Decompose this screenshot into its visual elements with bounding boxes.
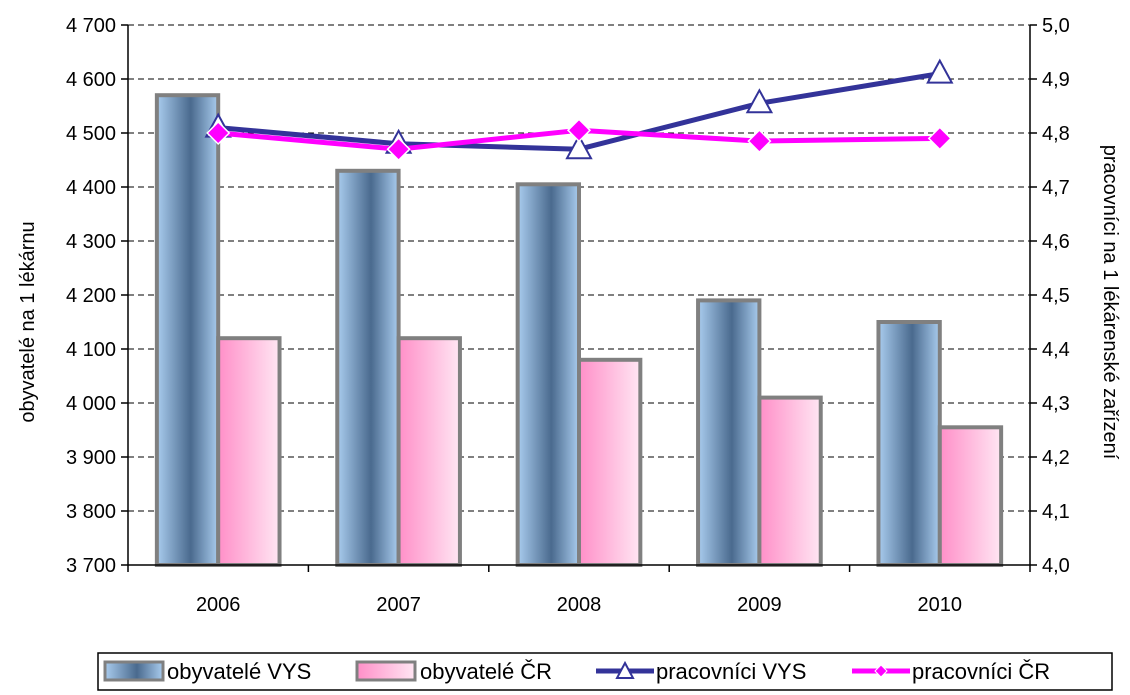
marker-diamond-pracovnici-cr <box>747 129 772 154</box>
y-tick-label: 3 900 <box>66 447 116 469</box>
y-tick-label: 4 400 <box>66 177 116 199</box>
y2-tick-label: 4,7 <box>1042 177 1070 199</box>
marker-diamond-pracovnici-cr <box>927 126 952 151</box>
y-tick-label: 4 100 <box>66 339 116 361</box>
legend-label-obyvatele-cr: obyvatelé ČR <box>420 659 552 684</box>
bar-obyvatele-cr <box>396 336 462 568</box>
bar-obyvatele-vys <box>515 182 581 568</box>
bar-obyvatele-cr <box>937 425 1004 567</box>
bar-obyvatele-vys <box>335 168 401 568</box>
marker-triangle-pracovnici-vys <box>745 88 774 114</box>
y-tick-label: 4 700 <box>66 15 116 37</box>
bar-obyvatele-vys <box>696 298 762 567</box>
y-tick-label: 4 600 <box>66 69 116 91</box>
axes <box>121 24 1037 572</box>
left-axis-ticks: 3 700 3 800 3 900 4 000 4 100 4 200 4 300 4 400… <box>66 15 116 577</box>
y-tick-label: 3 700 <box>66 555 116 577</box>
marker-triangle-pracovnici-vys <box>926 58 954 84</box>
x-tick-label: 2006 <box>196 594 241 616</box>
marker-diamond-pracovnici-cr <box>386 137 411 162</box>
bars <box>154 93 1004 568</box>
x-axis-ticks: 2006 2007 2008 2009 2010 <box>196 594 962 616</box>
right-axis-ticks: 4,0 4,1 4,2 4,3 4,4 4,5 4,6 4,7 4,8 4,9 5,0 <box>1042 15 1070 577</box>
y2-tick-label: 5,0 <box>1042 15 1070 37</box>
y2-tick-label: 4,6 <box>1042 231 1070 253</box>
bar-obyvatele-vys <box>154 93 221 567</box>
legend: obyvatelé VYS obyvatelé ČR pracovníci VY… <box>97 652 1113 691</box>
series-lines <box>204 58 954 162</box>
y2-tick-label: 4,2 <box>1042 447 1070 469</box>
legend-marker-triangle-icon <box>615 660 635 679</box>
x-tick-label: 2007 <box>376 594 421 616</box>
bar-obyvatele-vys <box>876 320 942 567</box>
y2-tick-label: 4,5 <box>1042 285 1070 307</box>
y2-tick-label: 4,4 <box>1042 339 1070 361</box>
y-tick-label: 3 800 <box>66 501 116 523</box>
marker-diamond-pracovnici-cr <box>206 120 231 146</box>
marker-diamond-pracovnici-cr <box>566 118 592 143</box>
legend-label-pracovnici-cr: pracovníci ČR <box>912 659 1050 684</box>
x-tick-label: 2009 <box>737 594 782 616</box>
legend-marker-diamond-icon <box>874 664 888 678</box>
bar-obyvatele-cr <box>757 395 823 567</box>
y-tick-label: 4 500 <box>66 123 116 145</box>
bar-obyvatele-cr <box>216 336 282 568</box>
y-axis-label: obyvatelé na 1 lékárnu <box>17 221 39 422</box>
y2-tick-label: 4,3 <box>1042 393 1070 415</box>
legend-label-obyvatele-vys: obyvatelé VYS <box>167 659 311 684</box>
y2-tick-label: 4,1 <box>1042 501 1070 523</box>
y-tick-label: 4 000 <box>66 393 116 415</box>
x-tick-label: 2010 <box>918 594 963 616</box>
x-tick-label: 2008 <box>557 594 602 616</box>
y2-tick-label: 4,8 <box>1042 123 1070 145</box>
y-tick-label: 4 300 <box>66 231 116 253</box>
marker-triangle-pracovnici-vys <box>565 134 593 160</box>
legend-swatch-obyvatele-vys <box>103 660 165 682</box>
legend-label-pracovnici-vys: pracovníci VYS <box>656 659 806 684</box>
legend-swatch-obyvatele-cr <box>355 660 417 682</box>
y2-axis-label: pracovníci na 1 lékárenské zařízení <box>1099 145 1121 460</box>
y2-tick-label: 4,9 <box>1042 69 1070 91</box>
bar-obyvatele-cr <box>577 357 643 567</box>
y2-tick-label: 4,0 <box>1042 555 1070 577</box>
y-tick-label: 4 200 <box>66 285 116 307</box>
